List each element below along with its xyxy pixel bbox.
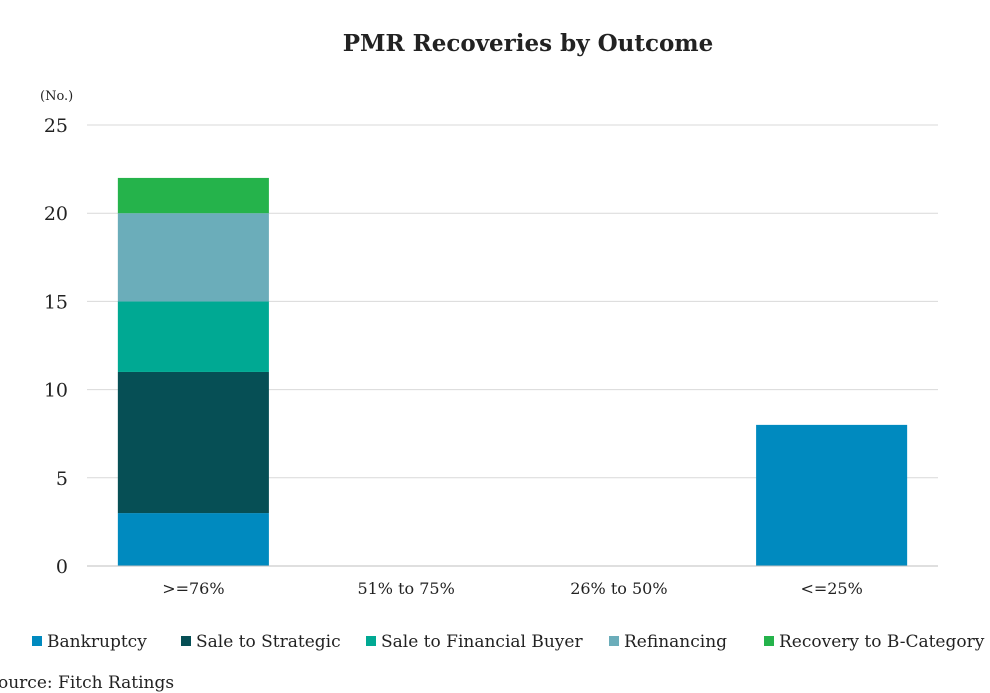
legend-label: Sale to Financial Buyer xyxy=(381,632,583,652)
y-tick-label: 0 xyxy=(56,556,68,578)
source-note: ource: Fitch Ratings xyxy=(0,673,174,693)
bar-segment xyxy=(117,301,269,372)
bar-segment xyxy=(117,371,269,514)
y-axis-unit-label: (No.) xyxy=(40,89,73,104)
legend-label: Recovery to B-Category xyxy=(779,632,985,652)
legend-swatch xyxy=(181,636,191,646)
y-tick-label: 5 xyxy=(56,468,68,490)
y-tick-label: 25 xyxy=(44,115,68,137)
chart-title: PMR Recoveries by Outcome xyxy=(343,30,714,57)
legend-item: Refinancing xyxy=(609,632,727,652)
legend-label: Bankruptcy xyxy=(47,632,147,652)
legend-item: Bankruptcy xyxy=(32,632,147,652)
legend-swatch xyxy=(764,636,774,646)
legend-item: Sale to Financial Buyer xyxy=(366,632,583,652)
legend-swatch xyxy=(366,636,376,646)
y-tick-label: 15 xyxy=(44,291,68,313)
legend-item: Sale to Strategic xyxy=(181,632,341,652)
legend-item: Recovery to B-Category xyxy=(764,632,985,652)
bar-segment xyxy=(117,213,269,302)
legend: Bankruptcy Sale to Strategic Sale to Finan… xyxy=(32,632,985,652)
x-tick-label: 26% to 50% xyxy=(570,579,667,598)
bar-segment xyxy=(117,177,269,214)
bars xyxy=(117,177,908,566)
legend-label: Sale to Strategic xyxy=(196,632,341,652)
x-tick-label: >=76% xyxy=(162,579,224,598)
legend-label: Refinancing xyxy=(624,632,727,652)
y-axis-ticks: 0 5 10 15 20 25 xyxy=(44,115,68,578)
x-axis-ticks: >=76% 51% to 75% 26% to 50% <=25% xyxy=(162,579,863,598)
x-tick-label: 51% to 75% xyxy=(357,579,454,598)
legend-swatch xyxy=(32,636,42,646)
legend-swatch xyxy=(609,636,619,646)
y-tick-label: 20 xyxy=(44,203,68,225)
bar-segment xyxy=(756,424,908,566)
x-tick-label: <=25% xyxy=(800,579,862,598)
bar-segment xyxy=(117,513,269,566)
y-tick-label: 10 xyxy=(44,380,68,402)
